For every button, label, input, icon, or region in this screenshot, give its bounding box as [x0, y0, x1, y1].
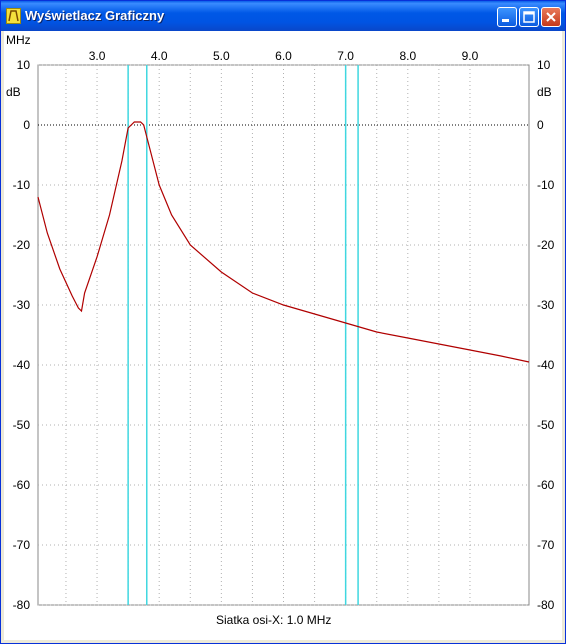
y-tick-label-left: -70 — [12, 538, 30, 552]
x-tick-label: 9.0 — [461, 49, 479, 63]
y-tick-label-right: -70 — [537, 538, 555, 552]
frequency-response-plot — [37, 64, 530, 606]
y-tick-label-left: -40 — [12, 358, 30, 372]
x-tick-label: 3.0 — [88, 49, 106, 63]
x-tick-label: 7.0 — [337, 49, 354, 63]
y-tick-label-right: 10 — [537, 58, 551, 72]
y-tick-label-right: -30 — [537, 298, 555, 312]
response-curve — [37, 121, 530, 363]
y-tick-label-left: 0 — [23, 118, 30, 132]
y-tick-label-left: -60 — [12, 478, 30, 492]
x-unit-label: MHz — [6, 33, 31, 47]
y-tick-label-right: -10 — [537, 178, 555, 192]
plot-area: MHz dB dB Siatka osi-X: 1.0 MHz 3.0 4.0 5.… — [4, 31, 562, 640]
y-tick-label-right: 0 — [537, 118, 544, 132]
y-tick-label-left: -30 — [12, 298, 30, 312]
maximize-icon — [523, 11, 535, 23]
minimize-button[interactable] — [497, 7, 517, 27]
y-unit-label-left: dB — [6, 85, 21, 99]
y-tick-label-right: -50 — [537, 418, 555, 432]
maximize-button[interactable] — [519, 7, 539, 27]
y-tick-label-left: -10 — [12, 178, 30, 192]
y-tick-label-left: -20 — [12, 238, 30, 252]
title-bar[interactable]: Wyświetlacz Graficzny — [1, 1, 565, 31]
window-title: Wyświetlacz Graficzny — [25, 8, 165, 23]
y-tick-label-right: -60 — [537, 478, 555, 492]
close-button[interactable] — [541, 7, 561, 27]
app-icon[interactable] — [6, 8, 21, 24]
y-tick-label-right: -40 — [537, 358, 555, 372]
y-tick-label-left: 10 — [16, 58, 30, 72]
y-tick-label-right: -80 — [537, 598, 555, 612]
x-tick-label: 6.0 — [275, 49, 292, 63]
y-unit-label-right: dB — [537, 85, 552, 99]
close-icon — [546, 12, 556, 22]
x-tick-label: 4.0 — [150, 49, 168, 63]
x-tick-label: 8.0 — [399, 49, 417, 63]
y-tick-label-left: -50 — [12, 418, 30, 432]
minimize-icon — [502, 19, 509, 22]
y-tick-label-left: -80 — [12, 598, 30, 612]
x-tick-label: 5.0 — [213, 49, 230, 63]
y-tick-label-right: -20 — [537, 238, 555, 252]
grid-caption: Siatka osi-X: 1.0 MHz — [216, 613, 332, 627]
